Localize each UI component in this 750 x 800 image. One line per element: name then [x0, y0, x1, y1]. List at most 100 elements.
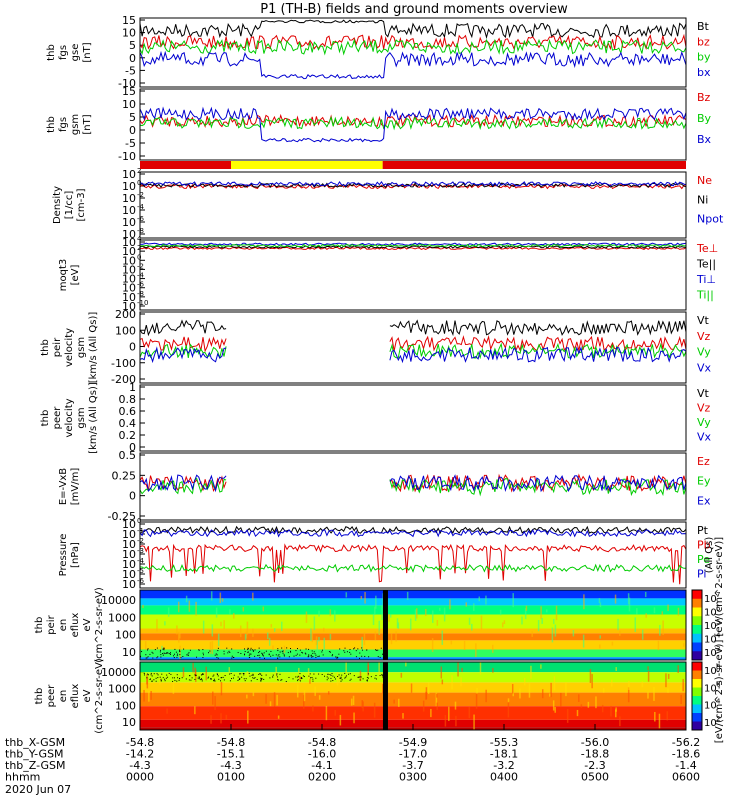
spectrogram-noise [261, 652, 263, 654]
ylabel-peer_eflux: peer [46, 684, 57, 708]
spectrogram-noise [261, 674, 263, 676]
spectrogram-noise [232, 656, 234, 658]
spectrogram-texture [406, 591, 409, 601]
spectrogram-noise [243, 672, 245, 674]
series-line-Bt [139, 19, 687, 40]
spectrogram-texture [393, 699, 395, 704]
time-axis-row-label: thb_Y-GSM [5, 748, 64, 761]
spectrogram-texture [242, 607, 245, 612]
spectrogram-texture [444, 715, 447, 727]
ytick-label-pressure: 10 [122, 548, 136, 561]
spectrogram-texture [315, 636, 318, 646]
spectrogram-texture [455, 715, 457, 727]
spectrogram-noise [334, 678, 336, 680]
spectrogram-noise [220, 680, 222, 682]
spectrogram-noise [296, 653, 298, 655]
spectrogram-texture [492, 668, 494, 673]
spectrogram-noise [251, 674, 253, 676]
spectrogram-texture [275, 666, 277, 681]
spectrogram-noise [379, 675, 381, 677]
ytick-exp-temperature: -4 [137, 272, 145, 280]
ytick-label-peer_eflux: 100 [115, 699, 136, 712]
ylabel-efield: [mV/m] [70, 468, 81, 506]
series-line-Vt [139, 319, 687, 337]
time-axis-value: -54.8 [126, 736, 154, 749]
spectrogram-noise [166, 674, 168, 676]
spectrogram-noise [233, 674, 235, 676]
spectrogram-noise [318, 673, 320, 675]
spectrogram-texture [521, 616, 523, 625]
spectrogram-noise [173, 677, 175, 679]
spectrogram-texture [323, 637, 326, 652]
spectrogram-noise [199, 679, 201, 681]
spectrogram-noise [233, 656, 235, 658]
spectrogram-texture [647, 670, 650, 682]
spectrogram-texture [653, 607, 656, 614]
spectrogram-texture [307, 668, 310, 681]
ylabel-fgs_gse: gse [70, 44, 81, 62]
spectrogram-texture [397, 622, 400, 629]
spectrogram-noise [169, 653, 171, 655]
colorbar-segment [692, 651, 702, 661]
colorbar-segment [692, 696, 702, 705]
spectrogram-texture [591, 673, 593, 689]
spectrogram-texture [409, 618, 412, 631]
spectrogram-noise [239, 677, 241, 679]
spectrogram-texture [566, 709, 569, 723]
spectrogram-noise [315, 677, 317, 679]
ytick-exp-pressure: 0 [137, 517, 141, 525]
spectrogram-noise [157, 656, 159, 658]
colorbar-tick: 10 [704, 635, 717, 646]
spectrogram-texture [667, 604, 669, 612]
spectrogram-noise [279, 656, 281, 658]
colorbar-segment [692, 607, 702, 617]
spectrogram-noise [156, 647, 158, 649]
spectrogram-noise [272, 674, 274, 676]
spectrogram-texture [677, 607, 680, 616]
mode-bar [140, 161, 686, 169]
spectrogram-noise [309, 673, 311, 675]
spectrogram-noise [194, 674, 196, 676]
spectrogram-texture [281, 621, 283, 632]
spectrogram-noise [149, 678, 151, 680]
spectrogram-texture [247, 710, 249, 724]
spectrogram-noise [187, 654, 189, 656]
colorbar-caption: [eV/(cm^2-s)-sr-eV)] [eV/(cm^2-s-sr-eV)] [714, 537, 725, 743]
spectrogram-noise [167, 652, 169, 654]
spectrogram-texture [325, 705, 328, 721]
spectrogram-noise [301, 677, 303, 679]
spectrogram-noise [384, 653, 386, 655]
spectrogram-texture [468, 617, 471, 625]
spectrogram-noise [212, 675, 214, 677]
spectrogram-band [140, 662, 686, 673]
colorbar-segment [692, 598, 702, 608]
spectrogram-texture [479, 662, 482, 675]
spectrogram-noise [339, 648, 341, 650]
spectrogram-texture [178, 631, 180, 643]
colorbar-tick: 10 [704, 683, 717, 694]
spectrogram-noise [265, 674, 267, 676]
panel-frame [139, 521, 687, 589]
spectrogram-texture [225, 714, 228, 720]
spectrogram-texture [598, 598, 601, 604]
spectrogram-texture [425, 687, 428, 699]
spectrogram-noise [288, 676, 290, 678]
spectrogram-noise [176, 653, 178, 655]
spectrogram-noise [311, 650, 313, 652]
side-label: (All Qs) [704, 537, 715, 574]
spectrogram-noise [288, 656, 290, 658]
spectrogram-texture [507, 698, 510, 702]
spectrogram-noise [268, 654, 270, 656]
spectrogram-texture [416, 608, 418, 619]
spectrogram-texture [427, 682, 430, 695]
spectrogram-noise [146, 677, 148, 679]
spectrogram-texture [461, 667, 463, 672]
spectrogram-band [140, 590, 686, 599]
spectrogram-noise [300, 677, 302, 679]
spectrogram-noise [333, 676, 335, 678]
panel-frame [139, 239, 687, 311]
spectrogram-noise [147, 673, 149, 675]
spectrogram-texture [268, 637, 271, 646]
spectrogram-noise [163, 647, 165, 649]
colorbar-segment [692, 616, 702, 626]
